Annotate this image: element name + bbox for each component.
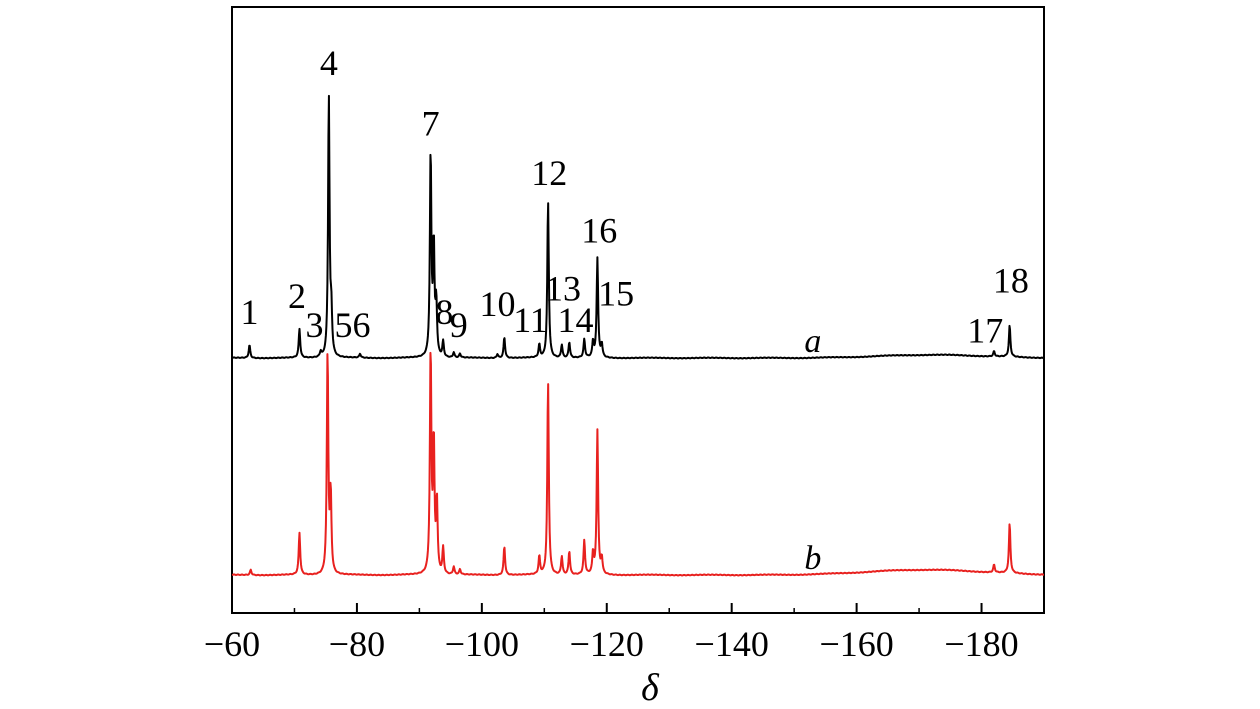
x-tick-label: −100: [445, 624, 519, 664]
x-tick-label: −180: [944, 624, 1018, 664]
series-a-line: [231, 94, 1045, 360]
series-b-line: [231, 351, 1045, 577]
peak-label: 16: [581, 211, 617, 251]
peak-label: 13: [545, 268, 581, 308]
x-tick-label: −140: [695, 624, 769, 664]
plot-area: [231, 6, 1045, 614]
x-axis-label: δ: [641, 667, 660, 709]
peak-label: 14: [558, 300, 594, 340]
x-tick-label: −60: [204, 624, 260, 664]
series-layer: ba: [231, 94, 1045, 577]
peak-label: 1: [240, 292, 258, 332]
x-tick-label: −80: [329, 624, 385, 664]
x-tick-label: −160: [819, 624, 893, 664]
peak-label: 7: [422, 103, 440, 143]
peak-label: 18: [993, 261, 1029, 301]
peak-label: 15: [598, 274, 634, 314]
peak-label: 3: [305, 305, 323, 345]
peak-label: 17: [967, 310, 1003, 350]
plot-frame: [231, 6, 1045, 614]
peak-label: 9: [450, 305, 468, 345]
peak-label: 4: [320, 43, 338, 83]
x-axis: −60 −80 −100 −120 −140 −160 −180: [204, 603, 1019, 664]
x-tick-label: −120: [570, 624, 644, 664]
peak-label: 11: [513, 300, 548, 340]
peak-label: 2: [288, 276, 306, 316]
peak-label: 10: [479, 284, 515, 324]
peak-label: 56: [335, 305, 371, 345]
peak-label: 8: [435, 292, 453, 332]
series-a-label: a: [804, 323, 821, 360]
peak-label: 12: [531, 153, 567, 193]
series-b-label: b: [804, 540, 821, 577]
